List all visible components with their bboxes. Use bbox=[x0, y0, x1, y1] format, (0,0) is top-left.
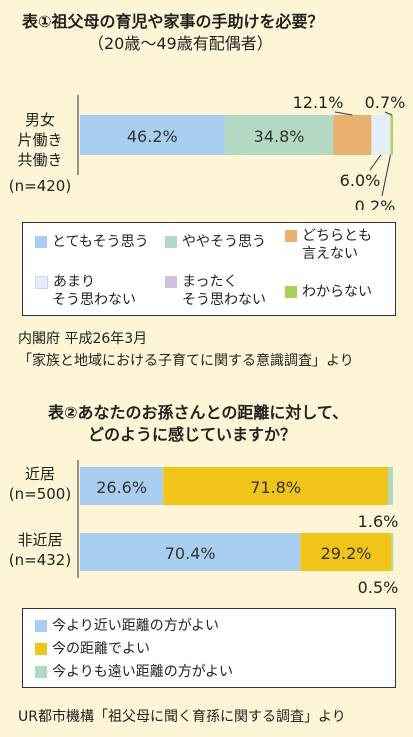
chart1-source: 内閣府 平成26年3月 「家族と地域における子育てに関する意識調査」より bbox=[18, 328, 354, 372]
legend-swatch bbox=[165, 276, 177, 288]
chart2-data-label-r2-1: 70.4% bbox=[165, 544, 216, 563]
legend-item-4: あまり そう思わない bbox=[35, 273, 136, 309]
chart1-category-line: (n=420) bbox=[8, 177, 72, 195]
chart2-data-label-r2-2: 29.2% bbox=[321, 544, 372, 563]
chart1-callout-label-6: 0.7% bbox=[365, 93, 406, 112]
chart2-title-line: どのように感じていますか？ bbox=[88, 425, 297, 444]
legend-label: まったく bbox=[182, 274, 238, 290]
category-line: 非近居 bbox=[17, 531, 63, 549]
chart1-category-line: 共働き bbox=[17, 151, 63, 169]
chart2-source: UR都市機構「祖父母に聞く育孫に関する調査」より bbox=[18, 709, 346, 725]
legend2-item-1: 今より近い距離の方がよい bbox=[35, 617, 219, 635]
legend-label: とてもそう思う bbox=[52, 234, 149, 250]
chart1-bar-seg-1 bbox=[80, 115, 225, 155]
legend-swatch bbox=[285, 230, 297, 242]
legend-swatch bbox=[35, 236, 47, 248]
legend-label: どちらとも bbox=[302, 228, 372, 244]
chart2-data-label-r2-3: 0.5% bbox=[358, 578, 399, 597]
legend-swatch bbox=[35, 275, 48, 289]
chart1-callout-label-4: 6.0% bbox=[340, 171, 381, 190]
chart1-callout-label-3: 12.1% bbox=[293, 93, 344, 112]
chart1-bar-seg-4 bbox=[371, 115, 391, 155]
chart2-data-label-r1-2: 71.8% bbox=[250, 478, 301, 497]
chart2-bar-r2-seg-2 bbox=[300, 533, 392, 571]
legend-item-6: わからない bbox=[285, 283, 372, 301]
chart2-title-line: 表②あなたのお孫さんとの距離に対して、 bbox=[48, 403, 349, 422]
legend-label: 言えない bbox=[302, 246, 358, 262]
legend-label: そう思わない bbox=[182, 292, 266, 308]
legend-item-3: どちらとも 言えない bbox=[285, 227, 372, 263]
legend-swatch bbox=[165, 236, 177, 248]
legend-label: 今の距離でよい bbox=[52, 641, 150, 657]
chart1-bar-seg-3 bbox=[333, 115, 372, 155]
legend-label: 今よりも遠い距離の方がよい bbox=[52, 664, 234, 680]
legend-label: 今より近い距離の方がよい bbox=[52, 618, 220, 634]
category-line: 近居 bbox=[24, 465, 55, 483]
chart1-bar-seg-5 bbox=[390, 115, 391, 155]
chart1-callout-line-4 bbox=[369, 154, 382, 171]
chart2-bar-r1-seg-3 bbox=[387, 467, 393, 505]
category-line: (n=432) bbox=[8, 551, 72, 569]
legend2-item-2: 今の距離でよい bbox=[35, 640, 150, 658]
source-line: 内閣府 平成26年3月 bbox=[18, 331, 148, 347]
legend-item-1: とてもそう思う bbox=[35, 233, 149, 251]
category-line: (n=500) bbox=[8, 485, 72, 503]
legend2-item-3: 今よりも遠い距離の方がよい bbox=[35, 663, 233, 681]
chart1-data-label-1: 46.2% bbox=[127, 127, 178, 146]
chart2-legend: 今より近い距離の方がよい 今の距離でよい 今よりも遠い距離の方がよい bbox=[22, 608, 396, 688]
legend-item-5: まったくそう思わない bbox=[165, 273, 266, 309]
chart2-plot: 26.6% 71.8% 1.6% 70.4% 29.2% 0.5% bbox=[77, 460, 399, 597]
chart1-callout-label-5: 0.2% bbox=[355, 197, 396, 210]
chart2-bar-r1-seg-2 bbox=[163, 467, 388, 505]
chart2-category-label-1: 近居 (n=500) bbox=[4, 464, 76, 504]
chart1-plot: 46.2% 34.8% 12.1% 0.7% 6.0% 0.2% bbox=[77, 93, 406, 210]
chart1-category-line: 片働き bbox=[17, 131, 63, 149]
chart1-category-label: 男女 片働き 共働き (n=420) bbox=[4, 110, 76, 196]
chart1-category-line: 男女 bbox=[24, 111, 55, 129]
chart1-callout-line-5 bbox=[381, 154, 391, 197]
legend-label: わからない bbox=[302, 284, 372, 300]
chart1-bar-seg-2 bbox=[224, 115, 334, 155]
chart2-bar-r1-seg-1 bbox=[80, 467, 164, 505]
chart2-category-label-2: 非近居 (n=432) bbox=[4, 530, 76, 570]
chart1-callout-line-6 bbox=[384, 111, 393, 116]
legend-label: ややそう思う bbox=[182, 234, 266, 250]
chart2-data-label-r1-3: 1.6% bbox=[358, 512, 399, 531]
chart1-callout-line-3 bbox=[334, 111, 353, 116]
legend-label: あまり bbox=[53, 274, 95, 290]
legend-swatch bbox=[35, 620, 47, 632]
chart2-title: 表②あなたのお孫さんとの距離に対して、 どのように感じていますか？ bbox=[48, 402, 348, 446]
chart2-bar-r2-seg-1 bbox=[80, 533, 301, 571]
source-line: 「家族と地域における子育てに関する意識調査」より bbox=[18, 353, 354, 369]
legend-swatch bbox=[35, 643, 47, 655]
chart1-legend: とてもそう思う ややそう思う どちらとも言えない あまりそう思わない まったくそ… bbox=[22, 222, 396, 316]
chart1-title: 表①祖父母の育児や家事の手助けを必要？ bbox=[22, 12, 324, 31]
chart2-data-label-r1-1: 26.6% bbox=[96, 478, 147, 497]
chart1-bar-seg-6 bbox=[390, 115, 393, 155]
legend-item-2: ややそう思う bbox=[165, 233, 266, 251]
chart1-subtitle: （20歳〜49歳有配偶者） bbox=[88, 34, 273, 53]
legend-label: そう思わない bbox=[52, 292, 136, 308]
legend-swatch bbox=[285, 286, 297, 298]
chart2-bar-r2-seg-3 bbox=[391, 533, 394, 571]
legend-swatch bbox=[35, 666, 47, 678]
chart1-data-label-2: 34.8% bbox=[254, 127, 305, 146]
